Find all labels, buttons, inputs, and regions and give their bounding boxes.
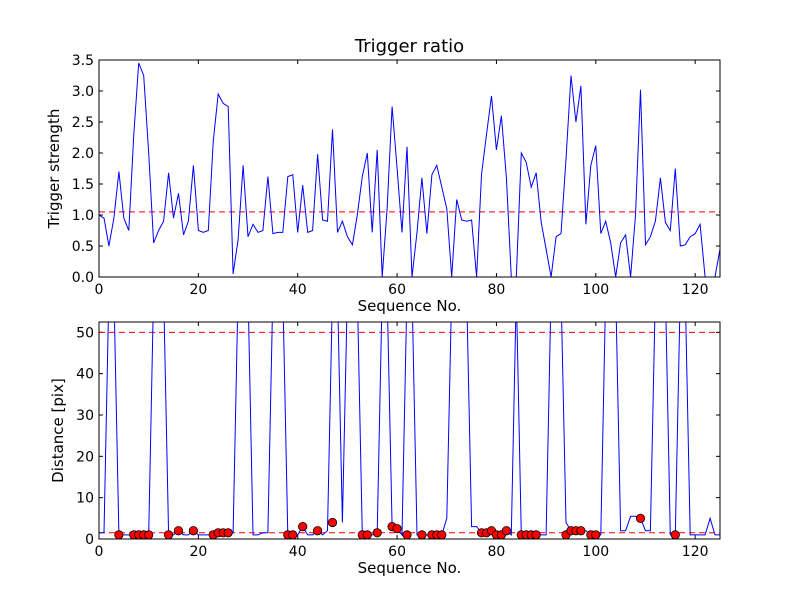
trigger-ratio-panel: Trigger ratio Sequence No. Trigger stren… — [45, 36, 721, 315]
y-tick-label: 50 — [76, 325, 94, 341]
x-tick-label: 60 — [388, 282, 406, 298]
y-tick-label: 20 — [76, 449, 94, 465]
data-point — [312, 526, 323, 536]
data-point — [576, 526, 586, 536]
series-line — [99, 322, 720, 537]
y-axis-label: Distance [pix] — [49, 378, 67, 483]
x-tick-label: 100 — [582, 282, 609, 298]
x-tick-label: 80 — [488, 282, 506, 298]
axes-frame — [98, 321, 721, 540]
y-tick-label: 1.5 — [72, 177, 94, 193]
x-tick-label: 0 — [95, 282, 104, 298]
y-tick-label: 1.0 — [72, 208, 94, 224]
distance-panel: Sequence No. Distance [pix] 0 20 40 60 80 100… — [49, 321, 721, 577]
y-tick-label: 0 — [85, 532, 94, 548]
data-point — [223, 528, 233, 538]
y-tick-label: 40 — [76, 367, 94, 383]
y-tick-label: 30 — [76, 408, 94, 424]
x-tick-label: 40 — [289, 282, 307, 298]
data-point — [501, 526, 511, 536]
data-point — [188, 526, 198, 536]
data-point — [402, 530, 412, 539]
plot-area — [99, 62, 720, 277]
series-line — [99, 62, 720, 277]
x-axis-label: Sequence No. — [358, 559, 462, 577]
data-point — [372, 528, 382, 538]
data-point — [327, 517, 338, 528]
y-tick-label: 2.5 — [72, 115, 94, 131]
data-point — [635, 513, 646, 523]
data-point — [288, 530, 298, 539]
y-tick-label: 0.5 — [72, 239, 94, 255]
x-tick-label: 100 — [582, 544, 609, 560]
x-tick-label: 20 — [189, 544, 207, 560]
chart-title: Trigger ratio — [354, 36, 464, 57]
data-point — [670, 530, 680, 539]
data-point — [144, 530, 154, 539]
data-point — [392, 524, 402, 534]
x-tick-label: 20 — [189, 282, 207, 298]
x-tick-label: 0 — [95, 544, 104, 560]
y-axis-label: Trigger strength — [45, 109, 63, 230]
plot-area — [99, 322, 720, 539]
x-tick-label: 60 — [388, 544, 406, 560]
data-point — [437, 530, 447, 539]
y-tick-label: 3.0 — [72, 84, 94, 100]
axis-ticks: 0 20 40 60 80 100 120 0.0 0.5 1.0 1.5 2.0 2.5 3.0 3.5 — [72, 53, 720, 298]
x-tick-label: 40 — [289, 544, 307, 560]
y-tick-label: 0.0 — [72, 270, 94, 286]
x-tick-label: 120 — [682, 544, 709, 560]
axis-ticks: 0 20 40 60 80 100 120 0 10 20 30 40 50 — [76, 322, 720, 560]
x-axis-label: Sequence No. — [358, 297, 462, 315]
y-tick-label: 10 — [76, 491, 94, 507]
data-point — [362, 530, 372, 539]
y-tick-label: 3.5 — [72, 53, 94, 69]
data-point — [591, 530, 601, 539]
data-point — [417, 530, 427, 539]
y-tick-label: 2.0 — [72, 146, 94, 162]
axes-frame — [98, 59, 721, 278]
x-tick-label: 120 — [682, 282, 709, 298]
data-point — [531, 530, 541, 539]
data-point — [114, 530, 124, 539]
x-tick-label: 80 — [488, 544, 506, 560]
data-point — [173, 526, 184, 536]
data-point — [163, 530, 174, 539]
data-point — [298, 521, 308, 532]
